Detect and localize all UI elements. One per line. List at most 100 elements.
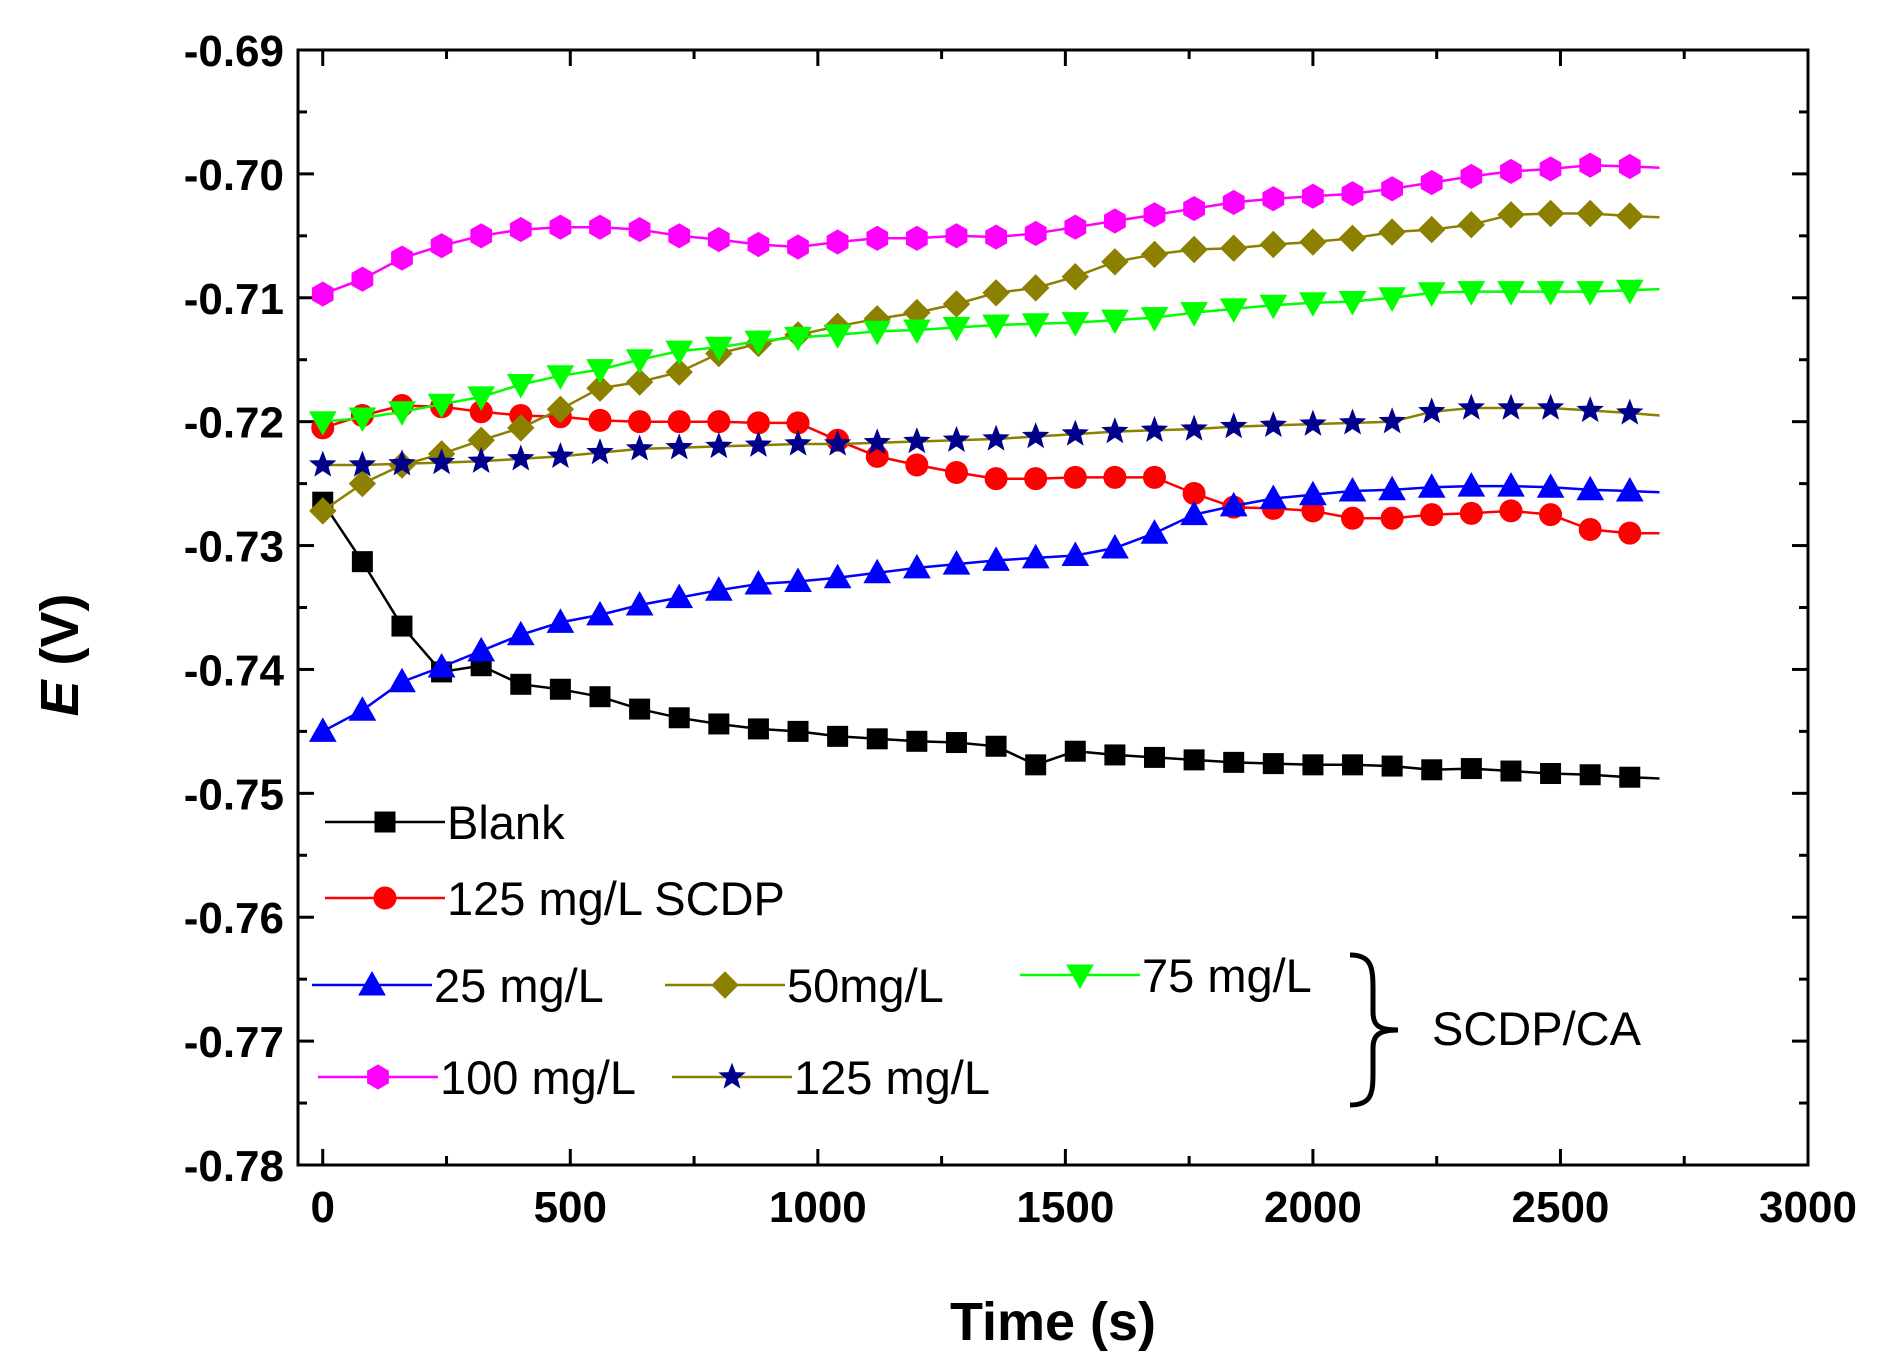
data-point xyxy=(1338,224,1367,253)
data-point xyxy=(665,340,694,366)
legend-entry: Blank xyxy=(325,796,565,849)
data-point xyxy=(1540,763,1562,785)
data-point xyxy=(1457,393,1486,420)
data-point xyxy=(1539,503,1563,527)
data-point xyxy=(668,707,690,729)
data-point xyxy=(1338,408,1367,435)
data-point xyxy=(1183,196,1205,222)
data-point xyxy=(1061,312,1090,337)
data-point xyxy=(586,600,614,626)
data-point xyxy=(1497,472,1525,497)
data-point xyxy=(1180,500,1208,526)
data-point xyxy=(1259,294,1288,320)
data-point xyxy=(1101,248,1129,276)
data-point xyxy=(510,673,532,695)
data-point xyxy=(1338,291,1367,316)
data-point xyxy=(629,698,651,720)
data-point xyxy=(1417,282,1446,307)
data-point xyxy=(945,732,967,754)
data-point xyxy=(1417,473,1446,498)
data-point xyxy=(1616,398,1644,425)
data-point xyxy=(348,469,377,498)
data-point xyxy=(1576,475,1605,501)
y-tick-label: -0.70 xyxy=(184,151,284,200)
data-point xyxy=(427,652,456,678)
data-point xyxy=(863,428,891,455)
data-point xyxy=(1299,228,1327,256)
data-point xyxy=(348,450,377,477)
x-tick-label: 2500 xyxy=(1512,1183,1610,1232)
data-point xyxy=(348,696,377,721)
data-point xyxy=(549,678,571,700)
data-point xyxy=(1457,472,1486,497)
data-point xyxy=(1420,170,1443,196)
data-point xyxy=(1183,749,1205,771)
data-point xyxy=(1378,218,1406,246)
data-point xyxy=(1618,521,1642,545)
data-point xyxy=(826,229,849,255)
data-point xyxy=(625,349,654,374)
data-point xyxy=(1021,543,1050,569)
data-point xyxy=(309,450,337,477)
legend-entry: 75 mg/L xyxy=(1020,949,1312,1002)
data-point xyxy=(586,359,614,384)
data-point xyxy=(985,735,1007,757)
x-tick-label: 1000 xyxy=(769,1183,867,1232)
data-point xyxy=(1140,415,1169,443)
data-point xyxy=(311,281,334,307)
data-point xyxy=(1342,754,1364,776)
data-point xyxy=(1103,465,1127,489)
data-point xyxy=(1460,163,1483,189)
data-point xyxy=(787,720,809,742)
data-point xyxy=(586,438,614,465)
legend-label: 25 mg/L xyxy=(434,959,604,1012)
data-point xyxy=(467,386,496,411)
y-axis: -0.69 -0.70 -0.71 -0.72 -0.73 -0.74 -0.75 -0.76… xyxy=(184,27,1808,1191)
y-tick-label: -0.78 xyxy=(184,1142,284,1191)
data-point xyxy=(1140,519,1169,544)
data-point xyxy=(1576,396,1604,423)
y-tick-label: -0.75 xyxy=(184,770,284,819)
data-point xyxy=(668,223,691,249)
data-point xyxy=(704,336,733,362)
data-point xyxy=(985,224,1007,250)
data-point xyxy=(1420,503,1444,527)
data-point xyxy=(1063,465,1087,489)
data-point xyxy=(906,730,928,752)
data-point xyxy=(1579,764,1601,786)
data-point xyxy=(1021,422,1050,449)
data-point xyxy=(1299,409,1327,436)
data-point xyxy=(705,431,733,459)
data-point xyxy=(744,569,773,595)
data-point xyxy=(427,393,456,419)
data-point xyxy=(942,290,971,318)
data-point xyxy=(549,214,572,240)
data-point xyxy=(1536,281,1565,306)
data-point xyxy=(1064,214,1087,240)
data-point xyxy=(1579,152,1602,178)
data-point xyxy=(863,320,892,346)
data-point xyxy=(628,410,652,434)
data-point xyxy=(665,583,694,609)
legend-label: 100 mg/L xyxy=(440,1051,636,1104)
y-tick-label: -0.72 xyxy=(184,399,284,448)
data-point xyxy=(391,245,413,271)
y-axis-title-unit: (V) xyxy=(30,593,90,680)
data-point xyxy=(866,225,889,251)
data-point xyxy=(467,446,495,473)
data-point xyxy=(707,410,731,434)
x-tick-label: 0 xyxy=(311,1183,335,1232)
data-point xyxy=(388,401,416,426)
data-point xyxy=(942,425,971,452)
data-point xyxy=(823,324,852,349)
data-point xyxy=(1378,407,1406,434)
series-5 xyxy=(311,152,1660,307)
data-point xyxy=(1101,417,1129,444)
x-tick-label: 500 xyxy=(534,1183,607,1232)
data-point xyxy=(903,319,931,345)
legend-label: 75 mg/L xyxy=(1142,949,1312,1002)
data-point xyxy=(509,217,532,243)
series-0 xyxy=(312,491,1660,788)
data-point xyxy=(823,429,852,456)
data-point xyxy=(1536,473,1565,498)
